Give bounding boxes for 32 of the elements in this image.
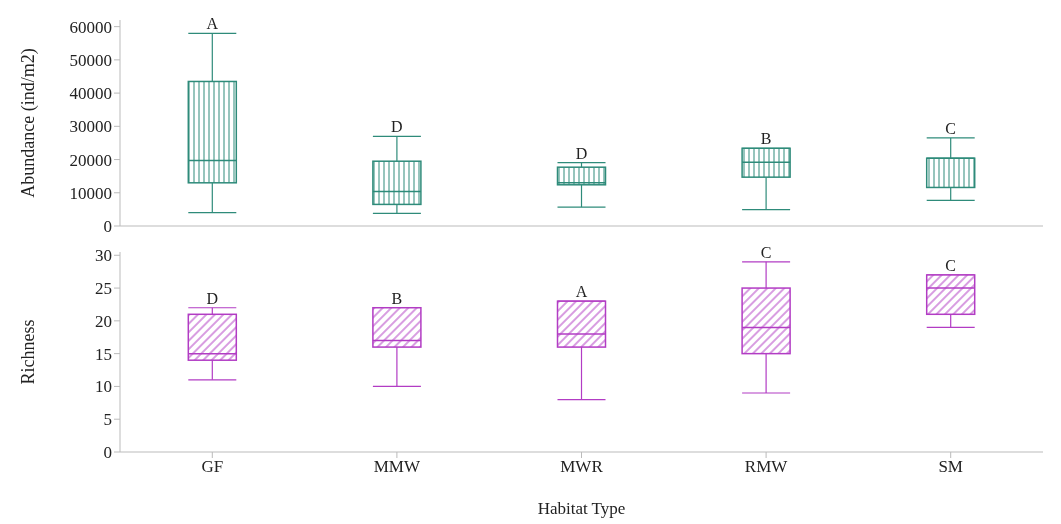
y-axis-title: Richness [18,319,39,385]
annotation: D [206,289,219,307]
y-tick-label: 20000 [69,150,112,170]
x-tick-label: MMW [373,457,421,477]
x-tick-label: SM [938,457,963,477]
y-tick-label: 40000 [69,84,112,104]
y-tick-label: 0 [103,443,112,463]
y-tick-label: 10000 [69,183,112,203]
y-tick-label: 5 [103,410,112,430]
annotation: A [206,15,219,33]
annotation: C [945,256,957,274]
annotation: C [945,119,957,137]
y-tick-label: 10 [95,377,112,397]
x-tick-label: GF [201,457,224,477]
annotation: C [760,243,772,261]
y-tick-label: 15 [95,344,112,364]
annotation: A [575,283,588,301]
x-axis-title: Habitat Type [537,499,626,518]
y-tick-label: 25 [95,279,112,299]
y-tick-label: 30000 [69,117,112,137]
annotation: B [391,289,403,307]
annotation: D [575,144,588,162]
x-tick-label: MWR [560,457,604,477]
y-tick-label: 20 [95,311,112,331]
annotation: D [391,118,403,136]
y-tick-label: 50000 [69,50,112,70]
y-tick-label: 30 [95,246,112,266]
y-tick-label: 0 [103,217,112,237]
y-tick-label: 60000 [69,17,112,37]
x-tick-label: RMW [744,457,789,477]
y-axis-title: Abundance (ind/m2) [18,48,40,198]
annotation: B [760,130,772,148]
